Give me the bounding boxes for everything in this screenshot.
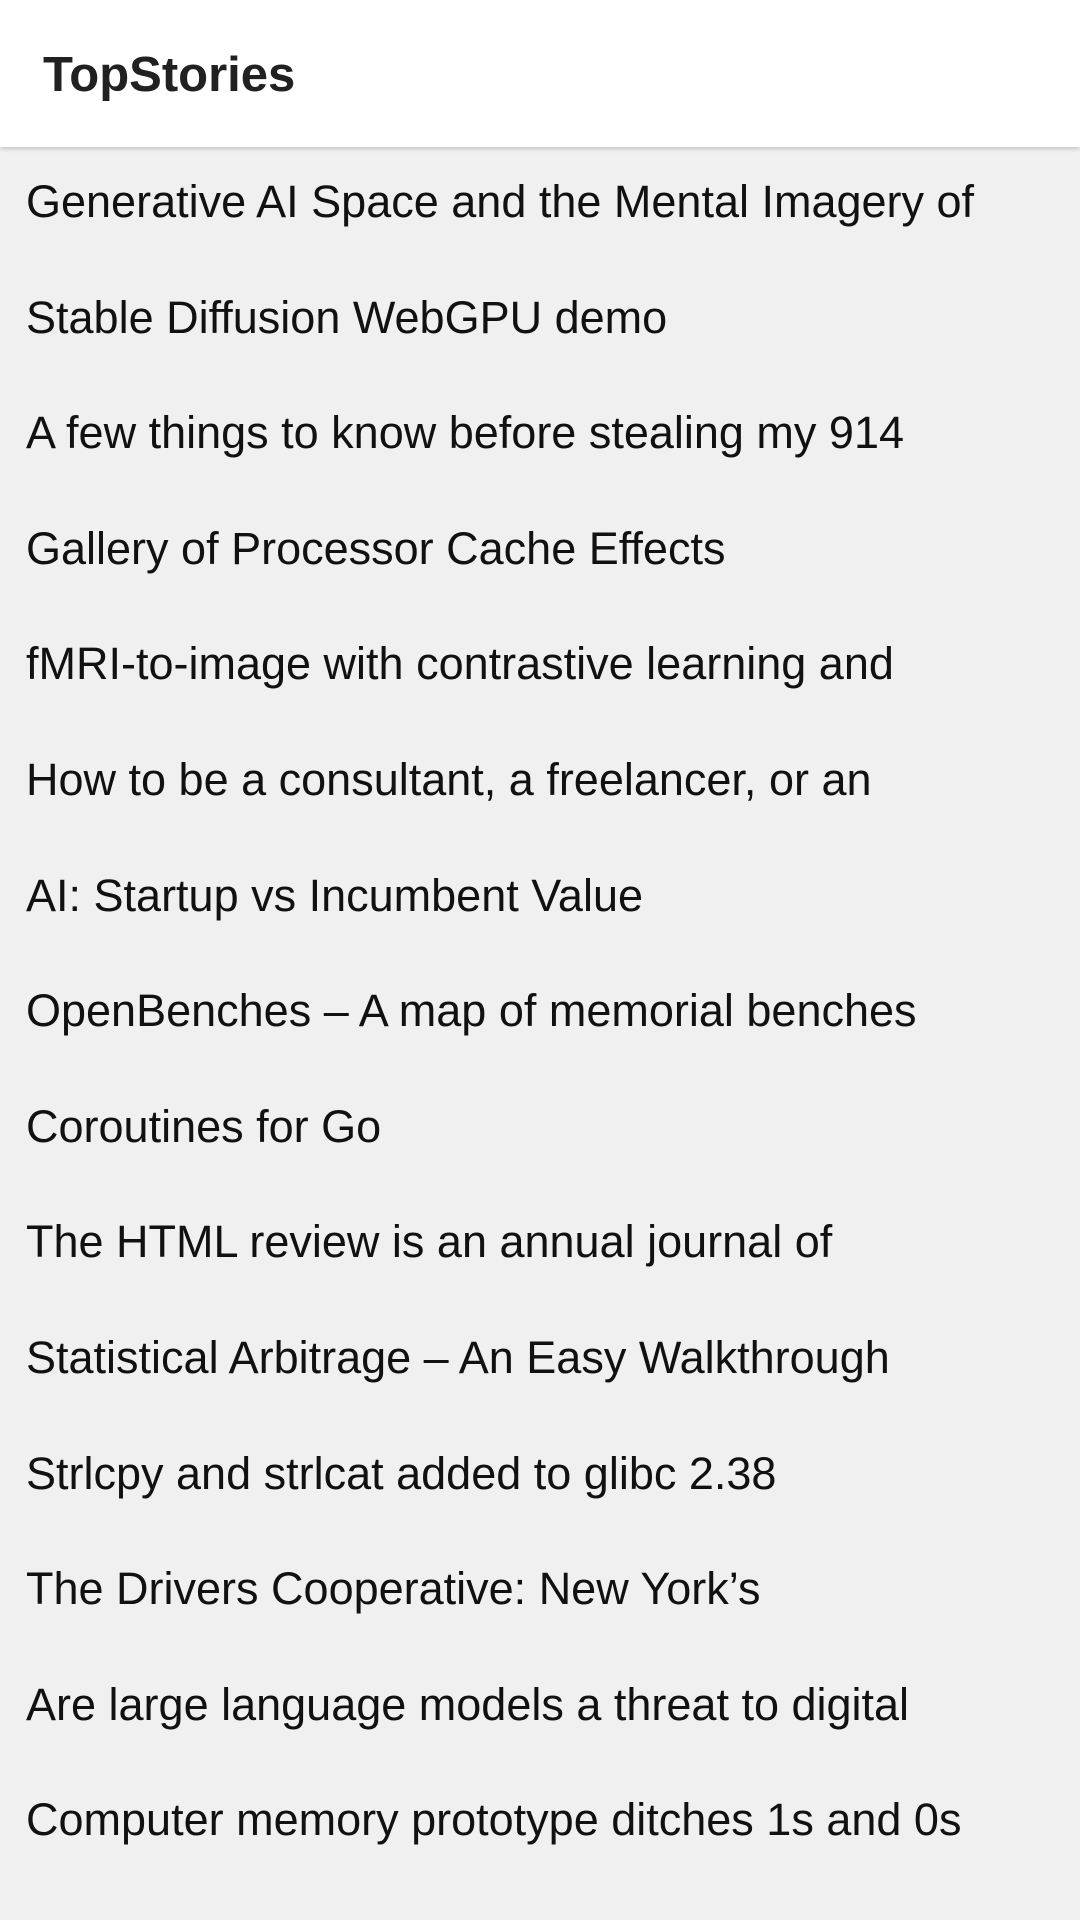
story-item[interactable]: The Drivers Cooperative: New York’s <box>26 1563 761 1615</box>
story-item[interactable]: Generative AI Space and the Mental Image… <box>26 176 975 227</box>
story-item[interactable]: fMRI-to-image with contrastive learning … <box>26 638 894 690</box>
story-list[interactable]: Generative AI Space and the Mental Image… <box>0 149 1080 1920</box>
story-item[interactable]: Are large language models a threat to di… <box>26 1678 910 1730</box>
story-item[interactable]: A few things to know before stealing my … <box>26 407 905 459</box>
story-item[interactable]: OpenBenches – A map of memorial benches <box>26 985 917 1037</box>
app-bar: TopStories <box>0 0 1080 147</box>
app-title: TopStories <box>43 48 296 102</box>
story-item[interactable]: Computer memory prototype ditches 1s and… <box>26 1794 962 1846</box>
story-item[interactable]: Stable Diffusion WebGPU demo <box>26 291 668 343</box>
story-item[interactable]: How to be a consultant, a freelancer, or… <box>26 753 872 805</box>
story-item[interactable]: The HTML review is an annual journal of <box>26 1216 833 1268</box>
story-item[interactable]: Coroutines for Go <box>26 1100 382 1152</box>
story-item[interactable]: Strlcpy and strlcat added to glibc 2.38 <box>26 1447 777 1499</box>
story-item[interactable]: Statistical Arbitrage – An Easy Walkthro… <box>26 1331 890 1383</box>
story-item[interactable]: Gallery of Processor Cache Effects <box>26 522 726 574</box>
story-item[interactable]: AI: Startup vs Incumbent Value <box>26 869 643 921</box>
